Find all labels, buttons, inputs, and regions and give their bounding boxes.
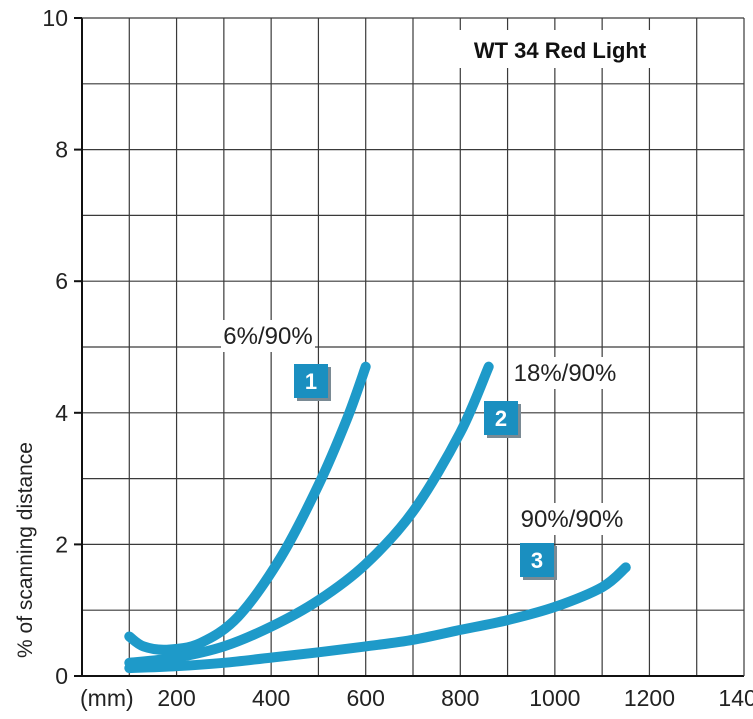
chart-title: WT 34 Red Light: [474, 38, 647, 63]
y-tick-label: 2: [55, 531, 68, 557]
x-tick-label: 1400: [718, 685, 753, 711]
series-labels: 6%/90% 1 18%/90% 2 90%/90% 3: [221, 320, 626, 580]
series-label-2: 18%/90%: [514, 360, 617, 387]
series-badge-2: [484, 401, 518, 435]
grid: [82, 18, 744, 676]
series-label-background: [221, 320, 315, 352]
y-tick-label: 4: [55, 400, 68, 426]
x-unit-label: (mm): [80, 685, 134, 711]
series-line-1: [124, 361, 371, 655]
x-tick-label: 600: [347, 685, 385, 711]
series-badge-1: [294, 364, 328, 398]
y-tick-label: 0: [55, 663, 68, 689]
series-badge-3: [520, 543, 554, 577]
series-label-1: 6%/90%: [223, 323, 312, 350]
series-badge-number: 2: [495, 406, 507, 431]
axes: [81, 17, 745, 677]
series-line-3: [124, 562, 631, 674]
series-label-3: 90%/90%: [521, 506, 624, 533]
x-tick-label: 1000: [529, 685, 580, 711]
y-tick-label: 8: [55, 137, 68, 163]
x-tick-label: 800: [441, 685, 479, 711]
x-tick-label: 1200: [624, 685, 675, 711]
y-axis-label: % of scanning distance: [14, 442, 37, 658]
series-badge-number: 3: [531, 548, 543, 573]
tick-labels: 0 2 4 6 8 10 200 400 600 800 1000 1200 1400: [42, 5, 753, 711]
x-tick-label: 200: [157, 685, 195, 711]
series-label-background: [518, 503, 626, 535]
series-badge-number: 1: [305, 369, 317, 394]
series-lines: [124, 361, 631, 674]
title-background: [445, 30, 675, 68]
title-box: WT 34 Red Light: [445, 30, 675, 68]
y-tick-label: 6: [55, 268, 68, 294]
x-tick-label: 400: [252, 685, 290, 711]
series-label-background: [511, 357, 619, 389]
y-tick-label: 10: [42, 5, 68, 31]
series-line-2: [124, 361, 494, 668]
